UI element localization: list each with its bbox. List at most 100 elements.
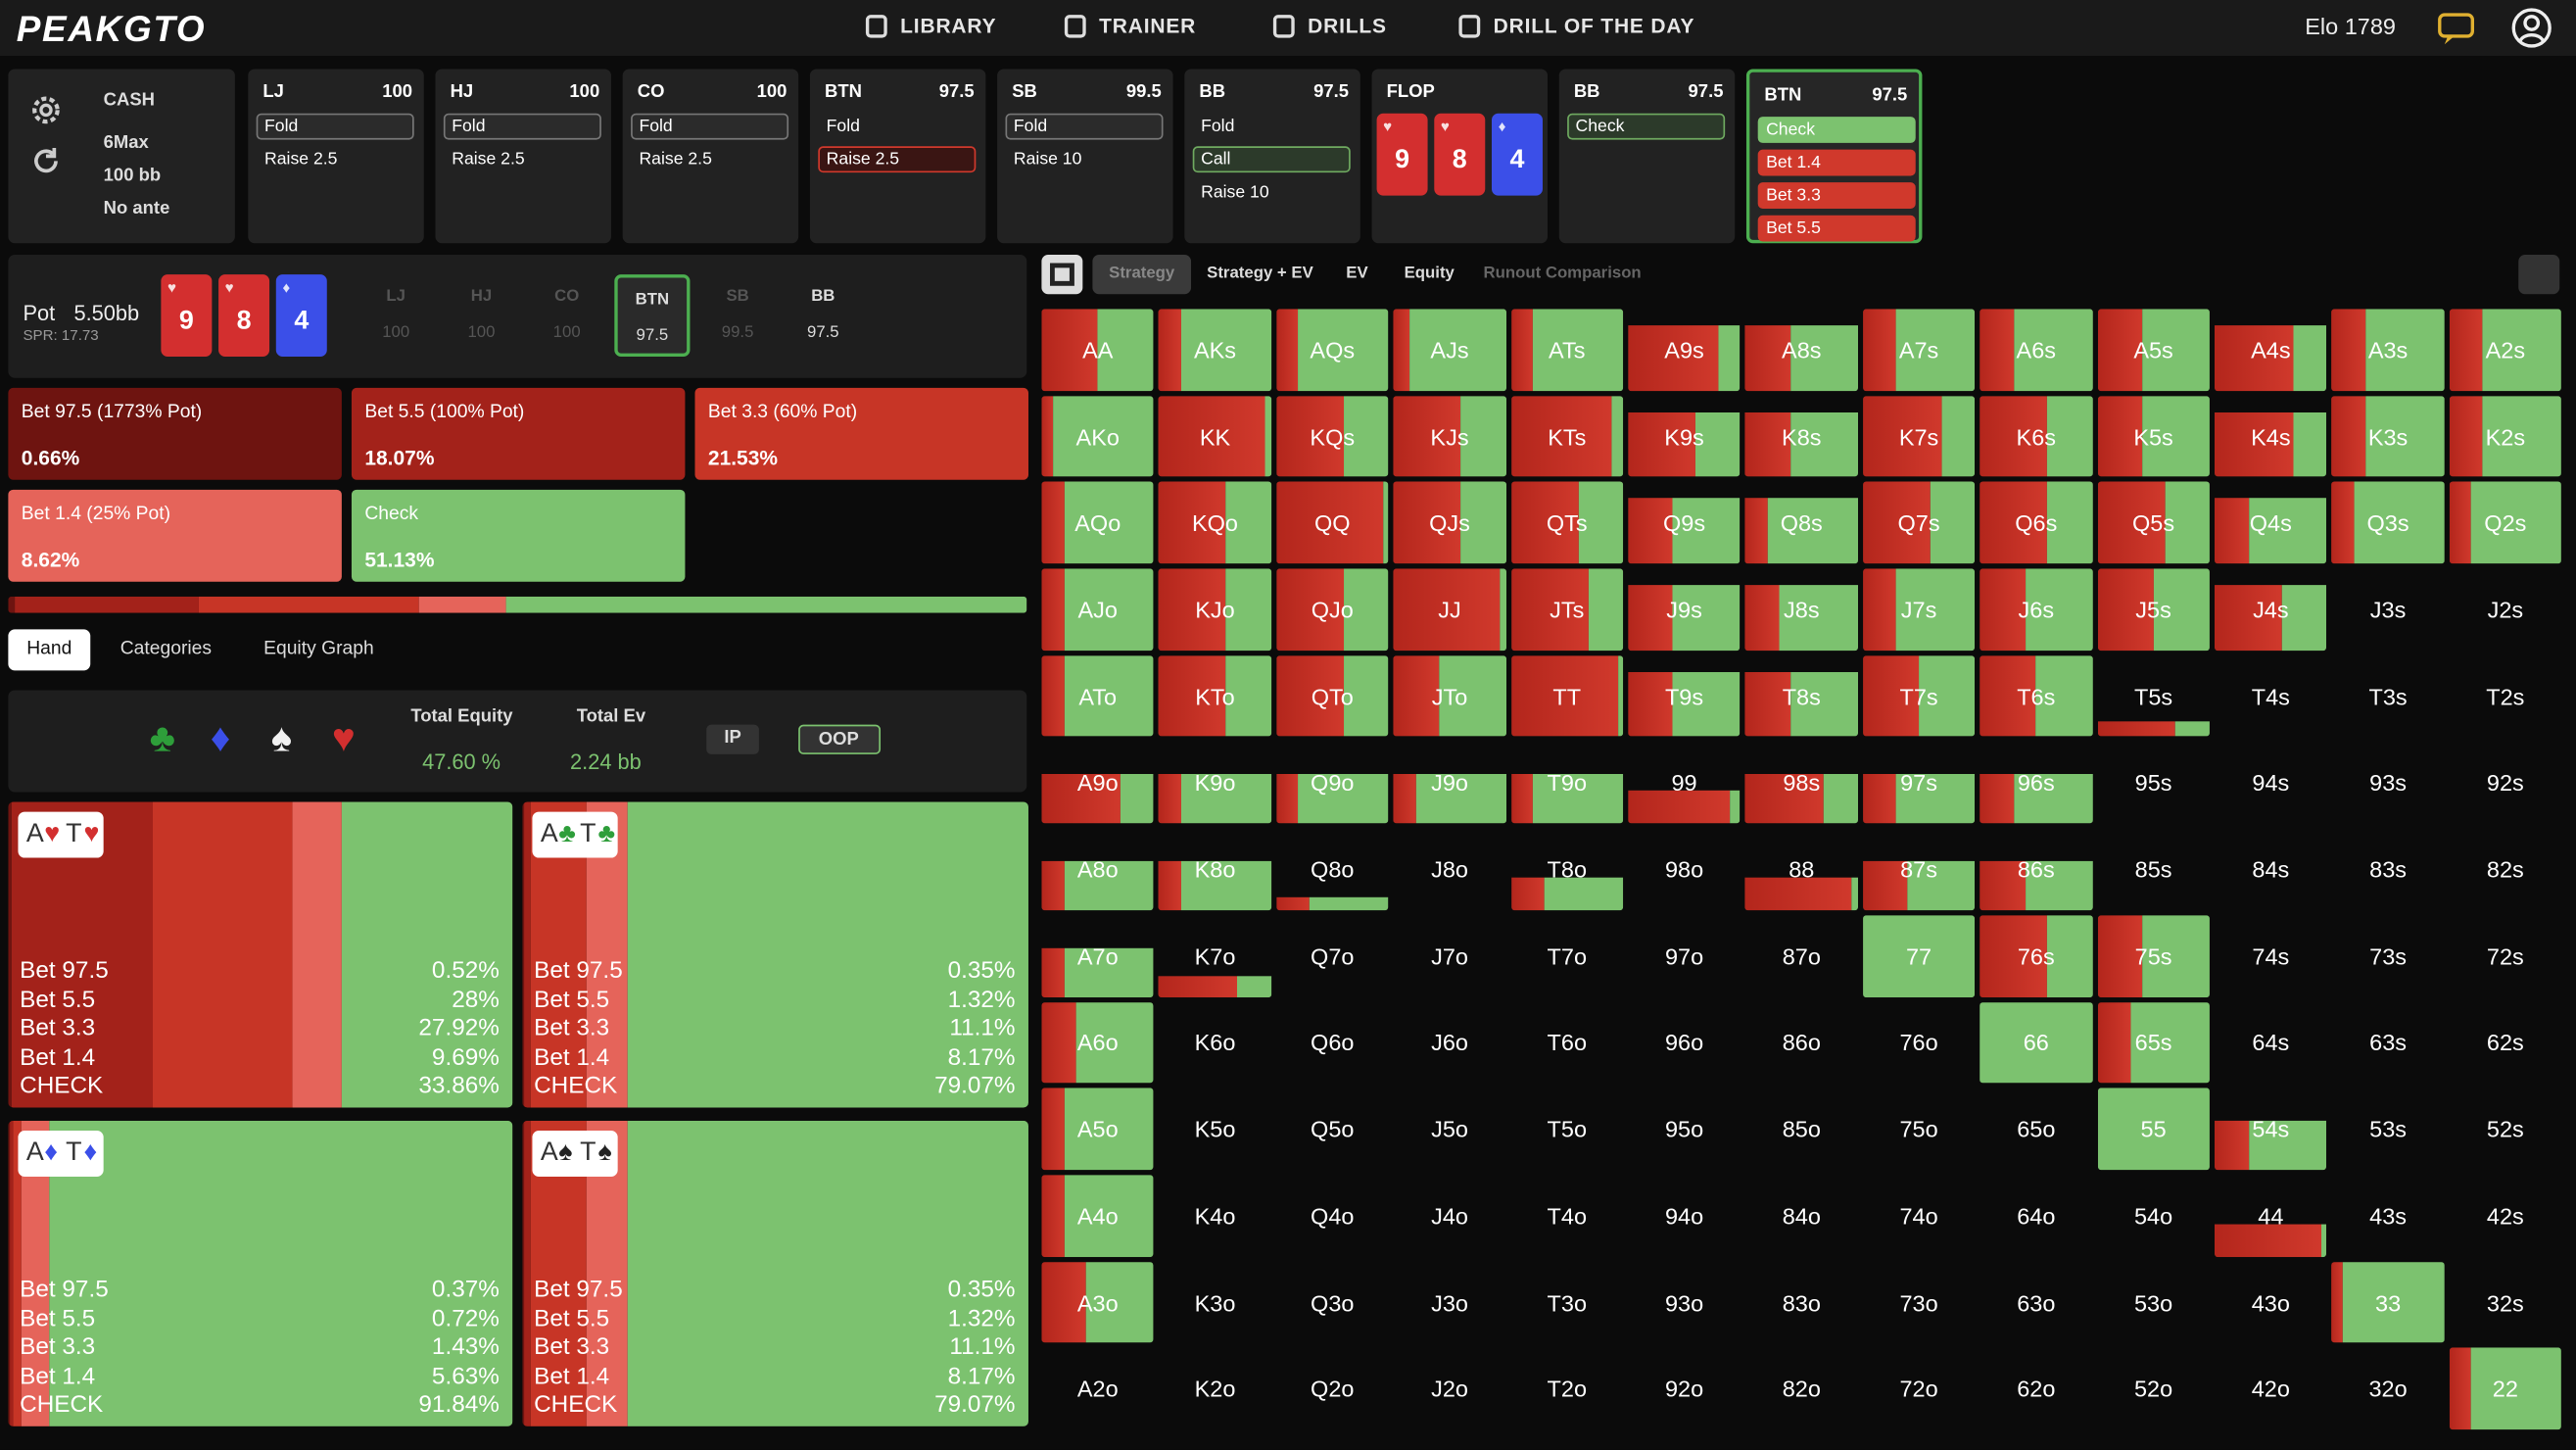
range-cell[interactable]: A3o — [1041, 1261, 1155, 1343]
position-toggle[interactable]: OOP — [798, 724, 882, 754]
range-cell[interactable]: 82s — [2449, 829, 2561, 910]
range-cell[interactable]: 76s — [1980, 915, 2093, 997]
range-cell[interactable]: QTo — [1275, 654, 1389, 738]
refresh-icon[interactable] — [29, 145, 63, 178]
view-tab[interactable]: Equity — [1393, 255, 1465, 294]
range-cell[interactable]: J2o — [1394, 1348, 1506, 1429]
range-cell[interactable]: QTs — [1510, 482, 1624, 564]
range-cell[interactable]: Q3s — [2331, 482, 2445, 564]
range-cell[interactable]: K7o — [1159, 915, 1271, 997]
range-cell[interactable]: JTo — [1393, 654, 1506, 738]
nav-icon[interactable] — [1064, 15, 1086, 38]
range-cell[interactable]: T4o — [1510, 1175, 1623, 1256]
range-cell[interactable]: T5s — [2097, 655, 2210, 738]
suit-filter[interactable]: ♣ — [149, 716, 176, 761]
range-cell[interactable]: A4o — [1041, 1175, 1155, 1257]
history-panel[interactable]: BB 97.5 Fold Call Raise 10 — [1184, 69, 1360, 244]
position-toggle[interactable]: IP — [706, 724, 759, 754]
history-panel[interactable]: CO 100 Fold Raise 2.5 — [622, 69, 799, 244]
nav-icon[interactable] — [865, 15, 887, 38]
range-cell[interactable]: 62o — [1980, 1348, 2092, 1429]
range-cell[interactable]: 85o — [1745, 1088, 1858, 1170]
history-action[interactable]: Call — [1192, 146, 1351, 173]
range-cell[interactable]: 66 — [1980, 1001, 2093, 1084]
range-cell[interactable]: 84o — [1745, 1175, 1858, 1256]
range-cell[interactable]: 96o — [1628, 1001, 1741, 1083]
range-cell[interactable]: Q8o — [1275, 829, 1389, 911]
tab[interactable]: Categories — [102, 629, 230, 670]
range-cell[interactable]: T5o — [1510, 1088, 1623, 1170]
range-cell[interactable]: A6s — [1980, 309, 2093, 391]
range-cell[interactable]: 93s — [2332, 742, 2445, 823]
range-cell[interactable]: Q2o — [1276, 1348, 1389, 1429]
game-settings[interactable]: CASH 6Max 100 bb No ante — [8, 69, 235, 244]
profile-icon[interactable] — [2510, 7, 2553, 50]
range-cell[interactable]: K5s — [2097, 395, 2210, 478]
nav-item[interactable]: DRILLS — [1308, 15, 1387, 38]
range-cell[interactable]: T2s — [2449, 655, 2561, 737]
range-cell[interactable]: A5s — [2097, 309, 2210, 391]
range-cell[interactable]: 76o — [1863, 1001, 1976, 1083]
range-cell[interactable]: 52o — [2097, 1348, 2210, 1429]
range-cell[interactable]: A8o — [1041, 829, 1155, 911]
sidebar-toggle[interactable] — [1041, 254, 1083, 295]
range-cell[interactable]: K8s — [1744, 396, 1858, 478]
action-box[interactable]: Check 51.13% — [351, 489, 686, 582]
range-cell[interactable]: Q5s — [2097, 482, 2210, 564]
range-cell[interactable]: Q3o — [1276, 1262, 1389, 1343]
range-cell[interactable]: ATo — [1041, 654, 1155, 738]
range-cell[interactable]: T6o — [1510, 1001, 1623, 1083]
history-action[interactable]: Raise 10 — [1193, 179, 1351, 206]
history-action[interactable]: Fold — [631, 113, 789, 140]
history-panel[interactable]: SB 99.5 Fold Raise 10 — [997, 69, 1173, 244]
view-tab[interactable]: Strategy — [1092, 254, 1192, 295]
range-cell[interactable]: 55 — [2097, 1088, 2210, 1171]
range-cell[interactable]: Q9o — [1275, 742, 1389, 824]
range-cell[interactable]: J3o — [1394, 1262, 1506, 1343]
range-cell[interactable]: K4s — [2214, 396, 2327, 478]
history-panel[interactable]: BTN 97.5 Check Bet 1.4 Bet 3.3 Bet 5.5 — [1745, 69, 1923, 244]
range-cell[interactable]: K6s — [1980, 395, 2093, 478]
range-cell[interactable]: AKs — [1159, 309, 1271, 391]
suit-filter[interactable]: ♦ — [210, 716, 231, 761]
range-cell[interactable]: K2s — [2449, 395, 2562, 478]
range-cell[interactable]: 87s — [1862, 829, 1976, 911]
range-cell[interactable]: ATs — [1510, 309, 1624, 391]
range-cell[interactable]: 43o — [2215, 1262, 2327, 1343]
history-panel[interactable]: HJ 100 Fold Raise 2.5 — [435, 69, 611, 244]
range-cell[interactable]: 82o — [1745, 1348, 1858, 1429]
range-cell[interactable]: J4s — [2214, 568, 2327, 651]
history-panel[interactable]: BB 97.5 Check — [1558, 69, 1736, 244]
range-cell[interactable]: T7s — [1862, 654, 1976, 738]
range-cell[interactable]: A2o — [1041, 1348, 1154, 1429]
range-cell[interactable]: 83o — [1745, 1262, 1858, 1343]
range-cell[interactable]: KQo — [1159, 482, 1271, 564]
range-cell[interactable]: 98o — [1628, 829, 1741, 910]
range-cell[interactable]: A9o — [1041, 742, 1155, 824]
history-action[interactable]: Bet 5.5 — [1757, 215, 1916, 242]
action-box[interactable]: Bet 5.5 (100% Pot) 18.07% — [351, 387, 686, 480]
history-action[interactable]: Fold — [818, 114, 976, 140]
range-cell[interactable]: AJo — [1041, 568, 1155, 651]
range-cell[interactable]: 52s — [2449, 1088, 2561, 1170]
range-cell[interactable]: 32s — [2449, 1262, 2561, 1343]
range-cell[interactable]: Q4s — [2214, 482, 2327, 564]
range-cell[interactable]: 32o — [2332, 1348, 2445, 1429]
nav-icon[interactable] — [1272, 15, 1295, 38]
range-cell[interactable]: 92o — [1628, 1348, 1741, 1429]
range-cell[interactable]: 22 — [2449, 1348, 2562, 1430]
range-cell[interactable]: 95o — [1628, 1088, 1741, 1170]
range-cell[interactable]: 86s — [1980, 829, 2093, 911]
range-cell[interactable]: 93o — [1628, 1262, 1741, 1343]
history-action[interactable]: Fold — [443, 113, 601, 140]
range-cell[interactable]: 72o — [1863, 1348, 1976, 1429]
range-cell[interactable]: 83s — [2332, 829, 2445, 910]
range-cell[interactable]: 97s — [1862, 742, 1976, 824]
range-cell[interactable]: 72s — [2449, 915, 2561, 996]
range-cell[interactable]: 88 — [1744, 829, 1858, 911]
range-cell[interactable]: Q7s — [1862, 482, 1976, 564]
range-cell[interactable]: Q5o — [1276, 1088, 1389, 1170]
action-box[interactable]: Bet 3.3 (60% Pot) 21.53% — [694, 387, 1028, 480]
range-cell[interactable]: 42o — [2215, 1348, 2327, 1429]
range-cell[interactable]: QJo — [1275, 568, 1389, 651]
